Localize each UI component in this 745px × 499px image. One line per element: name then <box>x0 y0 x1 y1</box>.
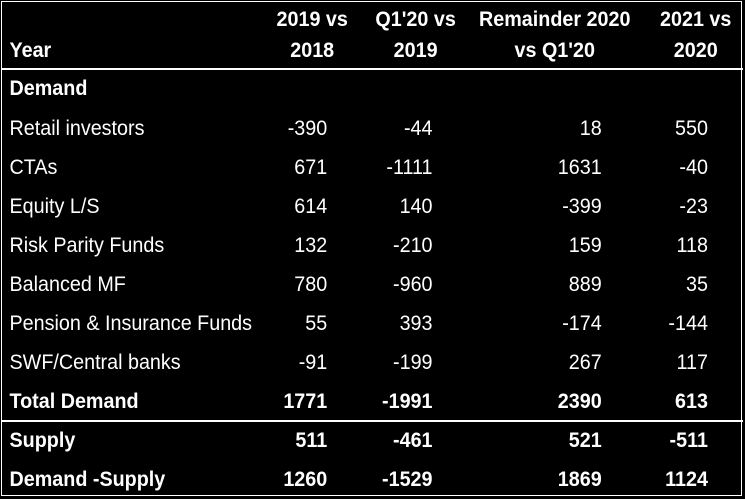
row-label: Demand -Supply <box>9 468 166 491</box>
cell-value: 521 <box>568 429 602 452</box>
row-label: Supply <box>9 429 76 452</box>
cell-value: -199 <box>393 351 433 374</box>
cell-value: -1111 <box>386 156 433 179</box>
table-row: Risk Parity Funds 132 -210 159 118 <box>2 226 708 265</box>
row-label: Total Demand <box>9 390 139 413</box>
row-label: Balanced MF <box>9 273 126 296</box>
demand-minus-supply-row: Demand -Supply 1260 -1529 1869 1124 <box>2 460 708 499</box>
cell-value: 267 <box>568 351 602 374</box>
table-row: CTAs 671 -1111 1631 -40 <box>2 148 708 187</box>
cell-value: 2390 <box>557 390 602 413</box>
supply-row: Supply 511 -461 521 -511 <box>2 421 708 460</box>
cell-value: 393 <box>399 312 433 335</box>
cell-value: 614 <box>294 195 328 218</box>
cell-value: 1260 <box>283 468 328 491</box>
table-row: Equity L/S 614 140 -399 -23 <box>2 187 708 226</box>
cell-value: 118 <box>676 234 708 257</box>
row-label: SWF/Central banks <box>9 351 181 374</box>
cell-value: 780 <box>294 273 328 296</box>
table-header: Year 2019 vs 2018 Q1'20 vs 2019 Remainde… <box>2 2 732 68</box>
table-row: Balanced MF 780 -960 889 35 <box>2 265 708 304</box>
column-header-2021-vs-2020: 2021 vs 2020 <box>660 8 732 62</box>
cell-value: -91 <box>298 351 328 374</box>
cell-value: -511 <box>669 429 708 452</box>
cell-value: -44 <box>403 117 433 140</box>
cell-value: -399 <box>562 195 602 218</box>
table-row: Pension & Insurance Funds 55 393 -174 -1… <box>2 304 708 343</box>
cell-value: 132 <box>294 234 328 257</box>
column-header-q1-20-vs-2019: Q1'20 vs 2019 <box>375 8 456 62</box>
table-row: SWF/Central banks -91 -199 267 117 <box>2 343 708 382</box>
cell-value: 613 <box>674 390 708 413</box>
cell-value: 18 <box>579 117 602 140</box>
cell-value: 35 <box>685 273 708 296</box>
cell-value: -461 <box>393 429 433 452</box>
cell-value: 671 <box>294 156 328 179</box>
total-demand-row: Total Demand 1771 -1991 2390 613 <box>2 382 708 421</box>
row-label: Pension & Insurance Funds <box>9 312 253 335</box>
cell-value: 1124 <box>665 468 708 491</box>
year-header: Year <box>9 39 52 62</box>
cell-value: -210 <box>393 234 433 257</box>
cell-value: 1631 <box>557 156 602 179</box>
cell-value: -174 <box>562 312 602 335</box>
cell-value: -960 <box>393 273 433 296</box>
section-title-row: Demand <box>2 69 699 108</box>
cell-value: 159 <box>568 234 602 257</box>
table-row: Retail investors -390 -44 18 550 <box>2 109 708 148</box>
row-label: Retail investors <box>9 117 145 140</box>
cell-value: 140 <box>399 195 433 218</box>
totals-divider <box>2 420 743 422</box>
column-header-remainder-2020: Remainder 2020 vs Q1'20 <box>479 8 631 62</box>
header-divider <box>2 68 743 70</box>
cell-value: 117 <box>676 351 708 374</box>
row-label: Risk Parity Funds <box>9 234 165 257</box>
cell-value: 1771 <box>283 390 328 413</box>
cell-value: -144 <box>668 312 708 335</box>
section-title-demand: Demand <box>9 77 88 100</box>
cell-value: 511 <box>295 429 328 452</box>
cell-value: -1529 <box>382 468 433 491</box>
cell-value: -1991 <box>382 390 433 413</box>
cell-value: 889 <box>568 273 602 296</box>
cell-value: -40 <box>679 156 708 179</box>
cell-value: 55 <box>305 312 328 335</box>
row-label: CTAs <box>9 156 58 179</box>
column-header-2019-vs-2018: 2019 vs 2018 <box>276 8 348 62</box>
row-label: Equity L/S <box>9 195 100 218</box>
cell-value: 550 <box>674 117 708 140</box>
cell-value: 1869 <box>557 468 602 491</box>
cell-value: -390 <box>287 117 328 140</box>
cell-value: -23 <box>679 195 708 218</box>
